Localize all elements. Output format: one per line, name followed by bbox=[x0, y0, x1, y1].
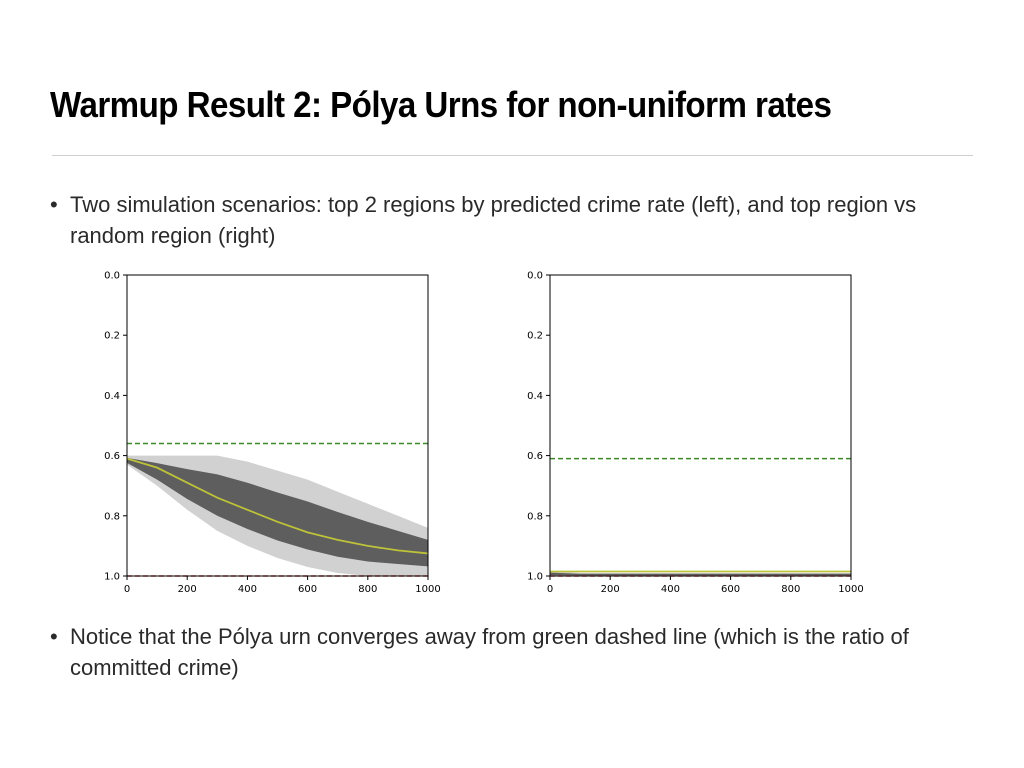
x-tick-label: 0 bbox=[124, 584, 130, 595]
bullet-text: Two simulation scenarios: top 2 regions … bbox=[70, 192, 917, 248]
density-band-core bbox=[550, 572, 851, 576]
bullet-item: • Notice that the Pólya urn converges aw… bbox=[50, 621, 970, 683]
x-tick-label: 400 bbox=[238, 584, 257, 595]
y-tick-label: 1.0 bbox=[527, 572, 543, 583]
chart-left-svg: 0.0 0.2 0.4 0.6 0.8 1.0 0 200 400 600 800 1000 bbox=[104, 271, 441, 596]
chart-right-svg: 0.0 0.2 0.4 0.6 0.8 1.0 0 200 400 600 800 1000 bbox=[527, 271, 864, 596]
density-band-core bbox=[127, 457, 428, 567]
bullet-text: Notice that the Pólya urn converges away… bbox=[70, 624, 909, 680]
bullet-dot: • bbox=[50, 624, 58, 649]
bullet-dot: • bbox=[50, 192, 58, 217]
chart-right: 0.0 0.2 0.4 0.6 0.8 1.0 0 200 400 600 800 1000 bbox=[515, 263, 875, 608]
mean-curve bbox=[126, 457, 429, 555]
x-tick-label: 1000 bbox=[415, 584, 440, 595]
y-tick-label: 0.4 bbox=[527, 391, 543, 402]
y-tick-label: 0.6 bbox=[104, 451, 120, 462]
y-tick-label: 0.8 bbox=[104, 511, 120, 522]
y-tick-label: 0.4 bbox=[104, 391, 120, 402]
x-tick-label: 800 bbox=[358, 584, 377, 595]
y-tick-label: 0.6 bbox=[527, 451, 543, 462]
x-tick-label: 200 bbox=[601, 584, 620, 595]
y-tick-label: 0.2 bbox=[527, 331, 543, 342]
plot-frame bbox=[126, 274, 429, 577]
y-tick-label: 0.2 bbox=[104, 331, 120, 342]
chart-left: 0.0 0.2 0.4 0.6 0.8 1.0 0 200 400 600 800 1000 bbox=[92, 263, 452, 608]
x-tick-label: 1000 bbox=[838, 584, 863, 595]
bullet-item: • Two simulation scenarios: top 2 region… bbox=[50, 189, 970, 251]
y-tick-label: 0.0 bbox=[527, 271, 543, 282]
x-tick-label: 600 bbox=[721, 584, 740, 595]
y-tick-label: 0.8 bbox=[527, 511, 543, 522]
x-tick-label: 400 bbox=[661, 584, 680, 595]
x-tick-label: 600 bbox=[298, 584, 317, 595]
plot-frame bbox=[549, 274, 852, 577]
title-divider bbox=[52, 155, 973, 156]
slide-title: Warmup Result 2: Pólya Urns for non-unif… bbox=[50, 84, 832, 125]
x-tick-label: 800 bbox=[781, 584, 800, 595]
x-tick-label: 0 bbox=[547, 584, 553, 595]
x-tick-label: 200 bbox=[178, 584, 197, 595]
y-tick-label: 0.0 bbox=[104, 271, 120, 282]
y-tick-label: 1.0 bbox=[104, 572, 120, 583]
